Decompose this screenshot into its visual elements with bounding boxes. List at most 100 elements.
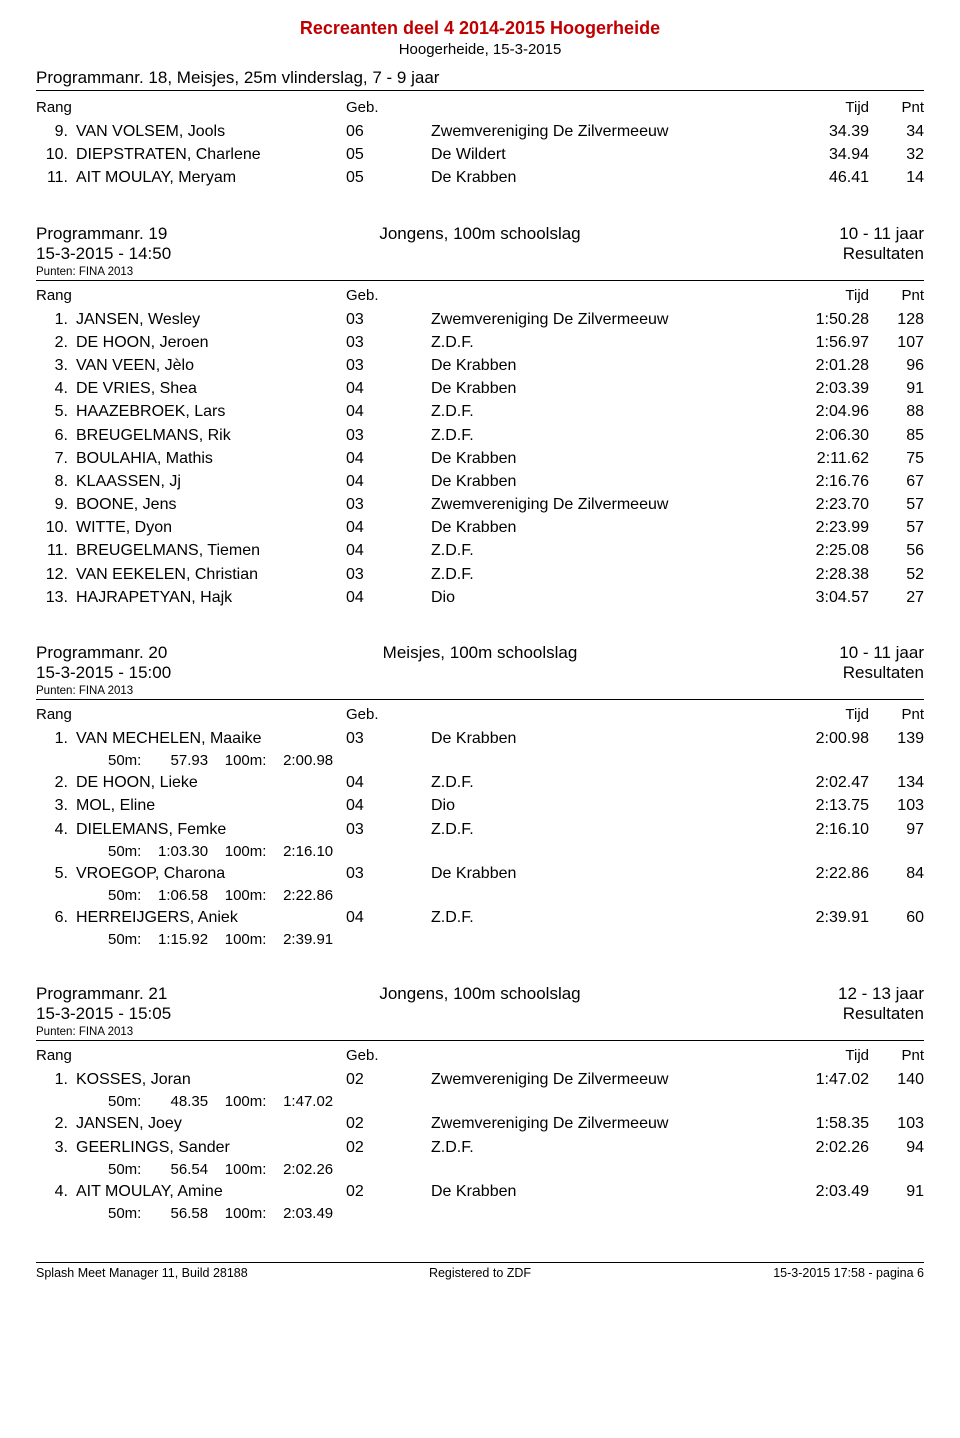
header-pnt: Pnt (869, 706, 924, 723)
column-header-row: Rang Geb. Tijd Pnt (36, 287, 924, 304)
rank: 4. (36, 1180, 76, 1203)
program-resultaten: Resultaten (480, 1004, 924, 1024)
header-rang: Rang (36, 99, 346, 116)
club: Z.D.F. (431, 424, 779, 447)
program-resultaten: Resultaten (480, 244, 924, 264)
athlete-name: JANSEN, Joey (76, 1112, 346, 1135)
athlete-name: DE VRIES, Shea (76, 377, 346, 400)
points: 91 (869, 1180, 924, 1203)
club: De Krabben (431, 862, 779, 885)
athlete-name: VAN VOLSEM, Jools (76, 120, 346, 143)
header-pnt: Pnt (869, 1047, 924, 1064)
footer-registered: Registered to ZDF (332, 1266, 628, 1280)
points: 60 (869, 906, 924, 929)
time: 2:23.70 (779, 493, 869, 516)
birth-year: 04 (346, 906, 431, 929)
header-pnt: Pnt (869, 99, 924, 116)
athlete-name: MOL, Eline (76, 794, 346, 817)
time: 2:13.75 (779, 794, 869, 817)
club: Zwemvereniging De Zilvermeeuw (431, 1068, 779, 1091)
result-row: 11.AIT MOULAY, Meryam05De Krabben46.4114 (36, 166, 924, 189)
split-times: 50m: 57.93 100m: 2:00.98 (36, 750, 924, 771)
points: 84 (869, 862, 924, 885)
page-footer: Splash Meet Manager 11, Build 28188 Regi… (36, 1262, 924, 1280)
rank: 11. (36, 539, 76, 562)
birth-year: 03 (346, 308, 431, 331)
rank: 11. (36, 166, 76, 189)
result-row: 5.VROEGOP, Charona03De Krabben2:22.8684 (36, 862, 924, 885)
time: 1:47.02 (779, 1068, 869, 1091)
time: 2:03.39 (779, 377, 869, 400)
athlete-name: DIEPSTRATEN, Charlene (76, 143, 346, 166)
athlete-name: BREUGELMANS, Tiemen (76, 539, 346, 562)
time: 1:58.35 (779, 1112, 869, 1135)
header-tijd: Tijd (779, 1047, 869, 1064)
points: 94 (869, 1136, 924, 1159)
athlete-name: BREUGELMANS, Rik (76, 424, 346, 447)
header-rang: Rang (36, 287, 346, 304)
points: 128 (869, 308, 924, 331)
club: Zwemvereniging De Zilvermeeuw (431, 1112, 779, 1135)
birth-year: 04 (346, 771, 431, 794)
time: 2:28.38 (779, 563, 869, 586)
rank: 5. (36, 400, 76, 423)
points: 140 (869, 1068, 924, 1091)
points: 88 (869, 400, 924, 423)
birth-year: 04 (346, 470, 431, 493)
club: Zwemvereniging De Zilvermeeuw (431, 308, 779, 331)
athlete-name: DIELEMANS, Femke (76, 818, 346, 841)
time: 2:16.76 (779, 470, 869, 493)
points: 97 (869, 818, 924, 841)
result-row: 2.DE HOON, Lieke04Z.D.F.2:02.47134 (36, 771, 924, 794)
athlete-name: GEERLINGS, Sander (76, 1136, 346, 1159)
program-age: 12 - 13 jaar (628, 984, 924, 1004)
time: 2:04.96 (779, 400, 869, 423)
athlete-name: VROEGOP, Charona (76, 862, 346, 885)
time: 1:56.97 (779, 331, 869, 354)
points: 57 (869, 493, 924, 516)
points: 103 (869, 1112, 924, 1135)
result-row: 9.VAN VOLSEM, Jools06Zwemvereniging De Z… (36, 120, 924, 143)
birth-year: 04 (346, 586, 431, 609)
time: 2:25.08 (779, 539, 869, 562)
points: 57 (869, 516, 924, 539)
time: 1:50.28 (779, 308, 869, 331)
header-geb: Geb. (346, 706, 431, 723)
points: 27 (869, 586, 924, 609)
birth-year: 02 (346, 1136, 431, 1159)
points: 52 (869, 563, 924, 586)
athlete-name: JANSEN, Wesley (76, 308, 346, 331)
time: 2:39.91 (779, 906, 869, 929)
header-tijd: Tijd (779, 99, 869, 116)
rank: 3. (36, 1136, 76, 1159)
continued-program-title: Programmanr. 18, Meisjes, 25m vlindersla… (36, 68, 924, 91)
column-header-row: Rang Geb. Tijd Pnt (36, 1047, 924, 1064)
program-21: Programmanr. 21 Jongens, 100m schoolslag… (36, 984, 924, 1224)
result-row: 6.BREUGELMANS, Rik03Z.D.F.2:06.3085 (36, 424, 924, 447)
split-times: 50m: 1:03.30 100m: 2:16.10 (36, 841, 924, 862)
result-row: 8.KLAASSEN, Jj04De Krabben2:16.7667 (36, 470, 924, 493)
rank: 6. (36, 906, 76, 929)
result-row: 5.HAAZEBROEK, Lars04Z.D.F.2:04.9688 (36, 400, 924, 423)
time: 2:23.99 (779, 516, 869, 539)
result-row: 3.MOL, Eline04Dio2:13.75103 (36, 794, 924, 817)
athlete-name: WITTE, Dyon (76, 516, 346, 539)
program-event: Jongens, 100m schoolslag (332, 224, 628, 244)
points: 32 (869, 143, 924, 166)
rank: 12. (36, 563, 76, 586)
time: 2:03.49 (779, 1180, 869, 1203)
athlete-name: VAN MECHELEN, Maaike (76, 727, 346, 750)
program-number: Programmanr. 21 (36, 984, 332, 1004)
athlete-name: HERREIJGERS, Aniek (76, 906, 346, 929)
result-row: 2.DE HOON, Jeroen03Z.D.F.1:56.97107 (36, 331, 924, 354)
birth-year: 05 (346, 143, 431, 166)
header-tijd: Tijd (779, 287, 869, 304)
birth-year: 03 (346, 354, 431, 377)
athlete-name: AIT MOULAY, Meryam (76, 166, 346, 189)
punten-line: Punten: FINA 2013 (36, 1026, 924, 1041)
rank: 10. (36, 143, 76, 166)
points: 139 (869, 727, 924, 750)
birth-year: 03 (346, 818, 431, 841)
time: 3:04.57 (779, 586, 869, 609)
athlete-name: AIT MOULAY, Amine (76, 1180, 346, 1203)
